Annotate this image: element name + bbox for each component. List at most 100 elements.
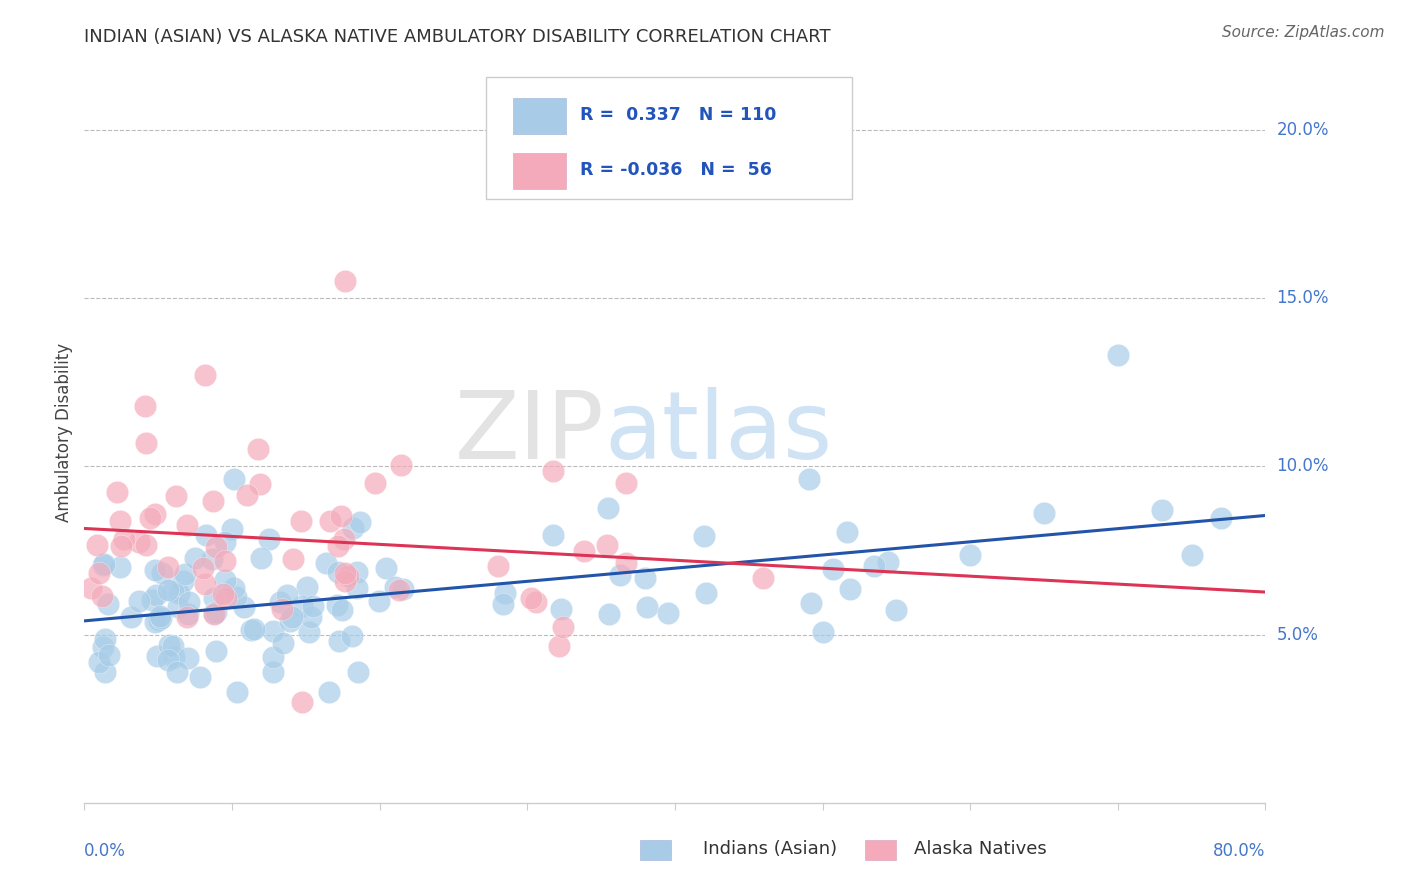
- Point: [145, 588, 167, 602]
- Point: [249, 550, 271, 565]
- Point: [201, 552, 224, 566]
- Point: [242, 622, 264, 636]
- Point: [368, 594, 391, 608]
- Point: [333, 566, 356, 581]
- Point: [112, 533, 135, 547]
- Point: [800, 596, 823, 610]
- Point: [141, 592, 163, 607]
- Point: [375, 561, 398, 575]
- Point: [520, 591, 543, 605]
- Point: [494, 585, 516, 599]
- Point: [176, 609, 198, 624]
- Point: [163, 649, 186, 664]
- Point: [349, 515, 371, 529]
- Point: [110, 515, 132, 529]
- Point: [616, 556, 638, 570]
- Point: [165, 489, 187, 503]
- Point: [877, 555, 900, 569]
- Point: [188, 671, 211, 685]
- Point: [80, 582, 103, 596]
- Point: [135, 538, 157, 552]
- Point: [330, 603, 353, 617]
- Point: [177, 595, 200, 609]
- Point: [1150, 503, 1173, 517]
- Point: [278, 614, 301, 628]
- Point: [838, 582, 860, 596]
- Point: [302, 599, 325, 614]
- Point: [157, 582, 180, 597]
- Point: [389, 458, 412, 472]
- Point: [145, 649, 167, 664]
- Point: [543, 464, 565, 478]
- Point: [215, 591, 238, 605]
- Text: R =  0.337   N = 110: R = 0.337 N = 110: [581, 106, 776, 124]
- Point: [236, 488, 259, 502]
- Point: [174, 567, 197, 582]
- Point: [330, 508, 353, 523]
- Point: [609, 568, 631, 582]
- Point: [318, 685, 340, 699]
- Point: [384, 580, 406, 594]
- Point: [335, 574, 357, 588]
- Point: [347, 665, 370, 680]
- Point: [110, 560, 132, 574]
- Point: [120, 610, 142, 624]
- Point: [326, 565, 349, 579]
- Point: [270, 601, 292, 615]
- Point: [337, 569, 360, 583]
- Point: [333, 532, 356, 546]
- Point: [574, 544, 596, 558]
- Point: [194, 368, 217, 383]
- Point: [94, 632, 117, 647]
- Point: [346, 582, 368, 596]
- Point: [598, 500, 620, 515]
- Point: [488, 559, 510, 574]
- Point: [202, 607, 225, 621]
- Point: [157, 653, 180, 667]
- Point: [811, 624, 834, 639]
- Point: [524, 595, 547, 609]
- Point: [548, 640, 571, 654]
- Text: Source: ZipAtlas.com: Source: ZipAtlas.com: [1222, 25, 1385, 40]
- Point: [886, 602, 908, 616]
- Text: 5.0%: 5.0%: [1277, 625, 1319, 643]
- Point: [105, 485, 128, 500]
- Point: [1211, 510, 1233, 524]
- Point: [262, 624, 284, 639]
- Point: [143, 615, 166, 629]
- Point: [167, 600, 190, 615]
- Point: [271, 635, 294, 649]
- Point: [86, 538, 108, 552]
- Point: [262, 665, 284, 680]
- Point: [342, 521, 364, 535]
- Point: [751, 571, 773, 585]
- Point: [204, 591, 226, 605]
- Point: [194, 528, 217, 542]
- Point: [326, 539, 349, 553]
- FancyBboxPatch shape: [486, 78, 852, 200]
- Point: [201, 494, 224, 508]
- Point: [614, 476, 637, 491]
- Point: [214, 554, 236, 568]
- Point: [634, 571, 657, 585]
- Point: [863, 559, 886, 574]
- Point: [657, 607, 679, 621]
- Point: [959, 549, 981, 563]
- Text: 0.0%: 0.0%: [84, 842, 127, 860]
- Point: [226, 685, 249, 699]
- Point: [157, 560, 180, 574]
- Point: [221, 522, 243, 536]
- Point: [138, 511, 160, 525]
- Point: [211, 587, 233, 601]
- Point: [87, 566, 110, 580]
- Point: [276, 588, 298, 602]
- Point: [194, 577, 217, 591]
- Point: [110, 539, 132, 553]
- Point: [162, 639, 184, 653]
- Bar: [513, 98, 567, 134]
- Point: [388, 583, 411, 598]
- Point: [193, 561, 215, 575]
- Point: [550, 602, 572, 616]
- Text: 80.0%: 80.0%: [1213, 842, 1265, 860]
- Point: [149, 609, 172, 624]
